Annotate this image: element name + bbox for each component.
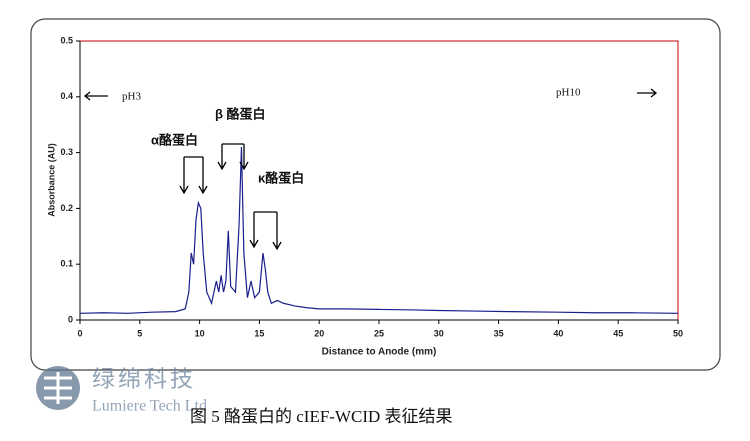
x-tick-label: 50 bbox=[673, 328, 683, 338]
logo-subtitle: Lumiere Tech Ltd bbox=[92, 398, 207, 415]
annotation: α酪蛋白 bbox=[151, 132, 198, 147]
annotation: κ酪蛋白 bbox=[258, 170, 304, 185]
y-tick-label: 0.4 bbox=[60, 91, 73, 101]
annotation: β 酪蛋白 bbox=[215, 106, 266, 121]
y-tick-label: 0.3 bbox=[60, 147, 73, 157]
x-tick-label: 20 bbox=[314, 328, 324, 338]
plot: 0 0.1 0.2 0.3 0.4 0.5 0 5 10 15 20 25 30 35 40 45 50 bbox=[60, 35, 683, 338]
x-tick-label: 35 bbox=[494, 328, 504, 338]
logo-name: 绿绵科技 bbox=[92, 367, 196, 393]
x-tick-label: 10 bbox=[195, 328, 205, 338]
x-axis-title: Distance to Anode (mm) bbox=[322, 347, 437, 358]
line-series bbox=[79, 147, 679, 314]
y-axis-title: Absorbance (AU) bbox=[46, 143, 56, 217]
x-tick-label: 30 bbox=[434, 328, 444, 338]
plot-area bbox=[79, 40, 679, 321]
y-tick-label: 0.5 bbox=[60, 35, 73, 45]
annotation: pH10 bbox=[556, 87, 581, 99]
logo: 绿绵科技 Lumiere Tech Ltd bbox=[36, 366, 207, 415]
x-tick-label: 45 bbox=[613, 328, 623, 338]
y-tick-label: 0.2 bbox=[60, 203, 73, 213]
x-tick-label: 15 bbox=[254, 328, 264, 338]
y-tick-label: 0 bbox=[68, 314, 73, 324]
x-tick-label: 5 bbox=[137, 328, 142, 338]
caption: 图 5 酪蛋白的 cIEF-WCID 表征结果 bbox=[190, 407, 453, 426]
x-tick-label: 40 bbox=[553, 328, 563, 338]
x-tick-label: 25 bbox=[374, 328, 384, 338]
y-tick-label: 0.1 bbox=[60, 259, 73, 269]
annotation: pH3 bbox=[122, 91, 141, 103]
arrows bbox=[83, 88, 658, 251]
x-tick-label: 0 bbox=[77, 328, 82, 338]
